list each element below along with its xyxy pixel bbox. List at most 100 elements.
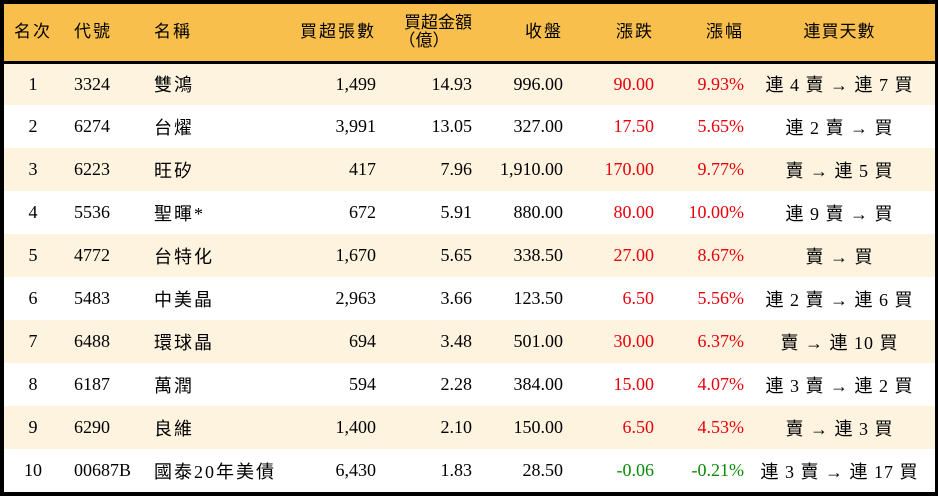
header-change-pct: 漲幅 [706, 22, 744, 42]
cell-change-pct: 6.37% [697, 331, 745, 351]
cell-code: 6290 [74, 417, 110, 437]
table-header-row: 名次 代號 名稱 買超張數 買超金額 （億） 收盤 漲跌 漲幅 連買天數 [4, 4, 935, 62]
cell-net-buy-amount: 3.66 [440, 288, 473, 308]
cell-streak: 賣 → 連 10 買 [780, 332, 899, 353]
cell-code: 4772 [74, 245, 110, 265]
cell-name: 萬潤 [154, 375, 194, 396]
header-name: 名稱 [154, 22, 192, 42]
header-net-buy-amount-label: 買超金額 [404, 13, 472, 33]
cell-net-buy-lots: 2,963 [335, 288, 377, 308]
cell-change: 90.00 [613, 73, 655, 94]
cell-rank: 2 [28, 116, 38, 136]
cell-rank: 6 [28, 288, 38, 308]
table-row: 9 6290 良維 1,400 2.10 150.00 6.50 4.53% 賣… [4, 406, 935, 449]
cell-change-pct: 10.00% [688, 202, 745, 222]
header-net-buy-amount-unit: （億） [398, 31, 450, 51]
cell-change-pct: 5.56% [697, 288, 745, 308]
cell-name: 台特化 [154, 246, 214, 267]
cell-close: 1,910.00 [500, 159, 563, 179]
cell-code: 5536 [74, 202, 110, 222]
cell-change: 30.00 [613, 331, 655, 351]
cell-rank: 7 [28, 331, 38, 351]
cell-name: 良維 [154, 418, 194, 439]
cell-streak: 連 4 賣 → 連 7 買 [765, 75, 914, 96]
cell-change-pct: 4.07% [697, 374, 745, 394]
cell-net-buy-lots: 694 [349, 331, 376, 351]
cell-change-pct: 9.77% [697, 159, 745, 179]
cell-rank: 9 [28, 417, 38, 437]
cell-close: 501.00 [513, 331, 564, 351]
header-code: 代號 [74, 22, 112, 42]
cell-net-buy-amount: 2.28 [440, 374, 473, 394]
cell-streak: 連 2 賣 → 連 6 買 [765, 289, 914, 310]
cell-close: 327.00 [513, 116, 564, 136]
table-row: 4 5536 聖暉* 672 5.91 880.00 80.00 10.00% … [4, 191, 935, 234]
cell-close: 123.50 [513, 288, 564, 308]
cell-net-buy-lots: 3,991 [335, 116, 377, 136]
cell-net-buy-amount: 3.48 [440, 331, 473, 351]
cell-code: 6223 [74, 159, 110, 179]
cell-name: 環球晶 [154, 332, 214, 353]
cell-code: 6488 [74, 331, 110, 351]
cell-net-buy-lots: 594 [349, 374, 376, 394]
cell-close: 338.50 [513, 245, 564, 265]
cell-change: 6.50 [622, 417, 655, 437]
cell-streak: 賣 → 連 3 買 [785, 418, 894, 439]
cell-code: 3324 [74, 73, 110, 94]
cell-streak: 賣 → 連 5 買 [785, 160, 894, 181]
table-row: 5 4772 台特化 1,670 5.65 338.50 27.00 8.67%… [4, 234, 935, 277]
table-row: 8 6187 萬潤 594 2.28 384.00 15.00 4.07% 連 … [4, 363, 935, 406]
cell-net-buy-lots: 1,670 [335, 245, 377, 265]
header-streak: 連買天數 [803, 22, 876, 42]
cell-net-buy-lots: 1,400 [335, 417, 377, 437]
table-row: 10 00687B 國泰20年美債 6,430 1.83 28.50 -0.06… [4, 449, 935, 492]
cell-close: 150.00 [513, 417, 564, 437]
cell-net-buy-lots: 1,499 [335, 73, 377, 94]
cell-name: 聖暉* [154, 203, 205, 224]
header-net-buy-amount: 買超金額 （億） [376, 4, 473, 62]
table-row: 2 6274 台燿 3,991 13.05 327.00 17.50 5.65%… [4, 105, 935, 148]
cell-name: 台燿 [154, 117, 194, 138]
cell-streak: 連 2 賣 → 買 [785, 117, 894, 138]
cell-change: 80.00 [613, 202, 655, 222]
cell-change: 27.00 [613, 245, 655, 265]
cell-net-buy-lots: 417 [349, 159, 376, 179]
cell-rank: 8 [28, 374, 38, 394]
cell-rank: 1 [28, 73, 38, 94]
header-change: 漲跌 [616, 22, 654, 42]
cell-close: 996.00 [513, 73, 564, 94]
cell-change: 6.50 [622, 288, 655, 308]
cell-rank: 5 [28, 245, 38, 265]
cell-streak: 連 3 賣 → 連 2 買 [765, 375, 914, 396]
cell-change: 15.00 [613, 374, 655, 394]
cell-change-pct: 8.67% [697, 245, 745, 265]
cell-net-buy-amount: 13.05 [431, 116, 473, 136]
cell-name: 旺矽 [154, 160, 194, 181]
cell-net-buy-amount: 2.10 [440, 417, 473, 437]
cell-net-buy-amount: 14.93 [431, 73, 473, 94]
header-net-buy-lots: 買超張數 [300, 22, 376, 42]
cell-code: 6187 [74, 374, 110, 394]
header-rank: 名次 [14, 22, 52, 42]
cell-streak: 連 3 賣 → 連 17 買 [760, 461, 919, 482]
cell-code: 6274 [74, 116, 110, 136]
cell-change-pct: 5.65% [697, 116, 745, 136]
cell-net-buy-amount: 7.96 [440, 159, 473, 179]
cell-net-buy-lots: 672 [349, 202, 376, 222]
cell-net-buy-amount: 5.65 [440, 245, 473, 265]
table-row: 6 5483 中美晶 2,963 3.66 123.50 6.50 5.56% … [4, 277, 935, 320]
table-body: 1 3324 雙鴻 1,499 14.93 996.00 90.00 9.93%… [4, 62, 935, 492]
cell-close: 28.50 [522, 460, 564, 480]
cell-streak: 連 9 賣 → 買 [785, 203, 894, 224]
cell-change-pct: 4.53% [697, 417, 745, 437]
cell-close: 880.00 [513, 202, 564, 222]
cell-rank: 3 [28, 159, 38, 179]
cell-net-buy-amount: 5.91 [440, 202, 473, 222]
cell-name: 中美晶 [154, 289, 214, 310]
net-buy-ranking-table: 名次 代號 名稱 買超張數 買超金額 （億） 收盤 漲跌 漲幅 連買天數 1 3… [4, 4, 935, 492]
cell-net-buy-amount: 1.83 [440, 460, 473, 480]
cell-change-pct: -0.21% [691, 460, 745, 480]
header-close: 收盤 [525, 22, 563, 42]
cell-code: 5483 [74, 288, 110, 308]
